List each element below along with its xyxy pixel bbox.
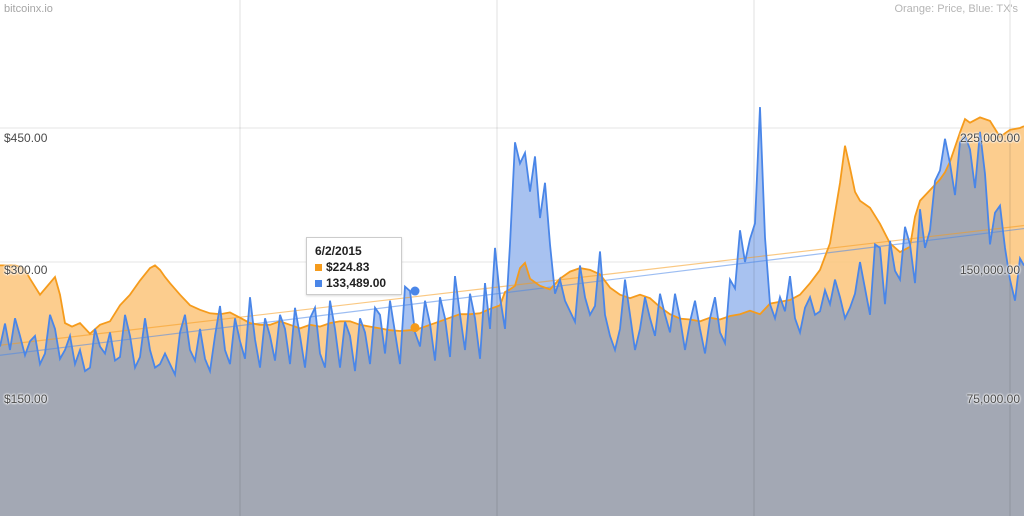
y-axis-left-tick-150: $150.00 [4, 392, 48, 406]
highlight-point-price [410, 323, 420, 333]
site-brand[interactable]: bitcoinx.io [4, 3, 53, 15]
y-axis-left-tick-300: $300.00 [4, 263, 48, 277]
tx-trendline [0, 227, 1024, 356]
tooltip-date: 6/2/2015 [315, 244, 362, 258]
tooltip-price: $224.83 [326, 260, 370, 274]
price-trendline [0, 224, 1024, 346]
tx-line [0, 107, 1024, 378]
y-axis-right-tick-225000: 225,000.00 [959, 131, 1020, 145]
tx-swatch-icon [315, 279, 322, 287]
price-line [0, 116, 1024, 335]
tooltip-price-row: $224.83 [315, 260, 369, 274]
vertical-gridlines-overlay [239, 0, 1011, 516]
y-axis-right-tick-150000: 150,000.00 [959, 263, 1020, 277]
tooltip-tx-row: 133,489.00 [315, 276, 386, 290]
y-axis-right-tick-75000: 75,000.00 [966, 392, 1020, 406]
price-swatch-icon [315, 263, 322, 271]
overlap-area [0, 131, 1024, 516]
tooltip-tx: 133,489.00 [326, 276, 387, 290]
y-axis-left-tick-450: $450.00 [4, 131, 48, 145]
data-tooltip: 6/2/2015 $224.83 133,489.00 [306, 237, 402, 295]
highlight-point-tx [410, 286, 420, 296]
legend-note: Orange: Price, Blue: TX's [894, 3, 1018, 15]
